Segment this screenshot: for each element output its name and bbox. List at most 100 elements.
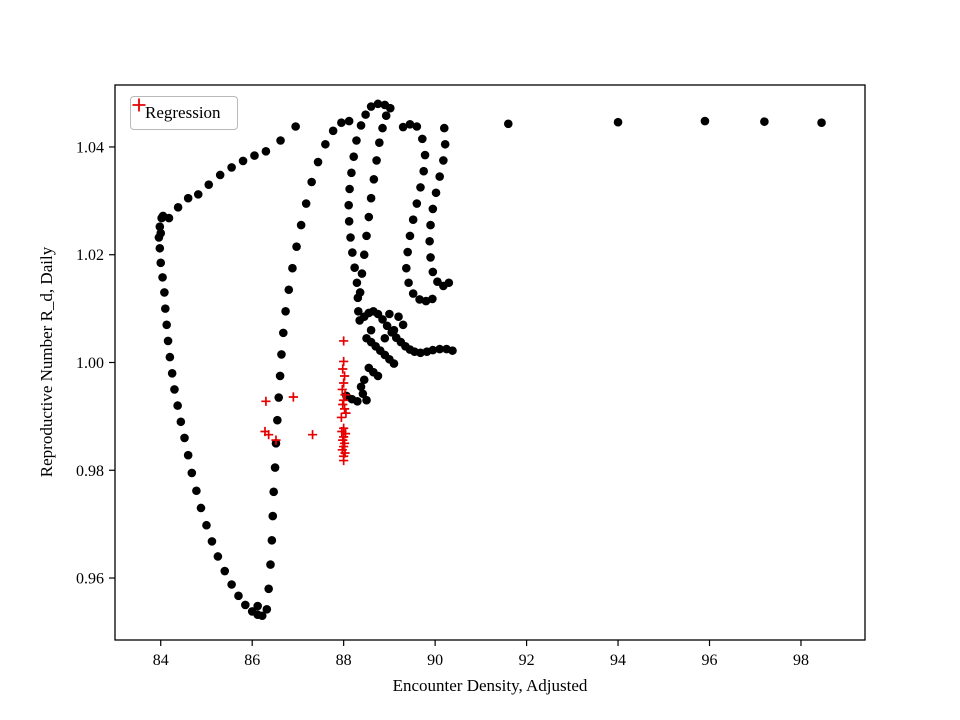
- data-point: [405, 231, 415, 241]
- regression-point: [307, 430, 318, 440]
- y-axis-label: Reproductive Number R_d, Daily: [37, 246, 56, 478]
- data-point: [428, 204, 438, 214]
- data-point: [250, 151, 259, 160]
- data-point: [234, 591, 243, 601]
- data-point: [418, 134, 427, 144]
- data-point: [269, 487, 278, 497]
- data-point: [157, 213, 166, 223]
- data-point: [347, 168, 356, 178]
- data-point: [257, 611, 267, 621]
- data-point: [165, 352, 175, 362]
- data-point: [419, 166, 428, 176]
- data-point: [296, 220, 306, 230]
- data-point: [202, 520, 211, 530]
- data-point: [431, 188, 441, 198]
- legend-label: Regression: [145, 103, 221, 122]
- data-point: [353, 293, 363, 303]
- data-point: [361, 110, 370, 119]
- data-point: [405, 120, 415, 129]
- data-point: [373, 371, 383, 381]
- data-point: [274, 393, 284, 402]
- data-point: [404, 278, 413, 288]
- data-point: [428, 345, 438, 355]
- data-point: [389, 325, 399, 335]
- data-point: [435, 344, 444, 354]
- x-tick-label: 98: [793, 652, 809, 669]
- x-tick-label: 84: [153, 652, 169, 669]
- data-point: [402, 263, 411, 273]
- data-point: [357, 269, 367, 278]
- data-point: [398, 122, 408, 132]
- data-point: [344, 116, 354, 126]
- data-point: [307, 177, 316, 187]
- data-point: [213, 552, 223, 561]
- data-point: [352, 278, 362, 288]
- y-tick-label: 0.96: [76, 571, 104, 588]
- data-point: [241, 600, 250, 610]
- data-point: [358, 389, 368, 399]
- data-point: [170, 385, 179, 394]
- data-point: [313, 157, 323, 167]
- data-point: [373, 99, 383, 109]
- data-point: [440, 139, 450, 149]
- data-point: [276, 136, 285, 145]
- data-point: [362, 395, 371, 405]
- data-point: [273, 415, 282, 425]
- data-point: [389, 359, 399, 368]
- data-point: [352, 136, 361, 145]
- data-point: [291, 122, 300, 131]
- data-point: [356, 382, 366, 392]
- data-point: [378, 315, 387, 324]
- data-point: [355, 316, 364, 325]
- regression-point: [264, 430, 274, 440]
- data-point: [163, 336, 173, 346]
- data-point: [180, 433, 189, 443]
- data-point: [435, 172, 444, 181]
- data-point: [183, 193, 193, 203]
- data-point: [346, 233, 355, 242]
- data-point: [448, 346, 457, 355]
- data-point: [281, 307, 290, 316]
- data-point: [366, 193, 376, 203]
- data-point: [420, 150, 430, 160]
- data-point: [700, 116, 710, 126]
- data-point: [426, 220, 435, 230]
- x-axis-label: Encounter Density, Adjusted: [392, 676, 588, 695]
- data-point: [394, 312, 403, 321]
- data-point: [204, 180, 214, 189]
- y-tick-label: 0.98: [76, 463, 104, 480]
- data-point: [359, 375, 369, 385]
- data-point: [337, 118, 346, 128]
- data-point: [238, 156, 248, 166]
- data-point: [369, 174, 379, 184]
- data-point: [412, 122, 422, 131]
- data-point: [428, 267, 438, 277]
- data-point: [439, 156, 448, 165]
- x-tick-label: 94: [610, 652, 626, 669]
- data-point: [155, 243, 165, 253]
- regression-point: [339, 455, 349, 466]
- data-point: [192, 486, 201, 496]
- y-tick-label: 1.04: [76, 139, 104, 156]
- data-point: [385, 309, 394, 319]
- regression-point: [339, 356, 349, 367]
- data-point: [439, 123, 449, 133]
- data-point: [193, 190, 203, 199]
- data-point: [345, 184, 354, 194]
- data-point: [156, 228, 166, 238]
- regression-point: [339, 336, 349, 346]
- data-point: [176, 417, 186, 427]
- data-point: [408, 215, 418, 225]
- data-point: [503, 119, 513, 129]
- data-point: [350, 263, 359, 272]
- data-point: [301, 199, 311, 208]
- data-point: [173, 203, 183, 212]
- regression-point: [340, 390, 350, 400]
- data-point: [160, 288, 169, 297]
- data-point: [378, 123, 387, 133]
- data-point: [382, 321, 392, 331]
- data-point: [220, 566, 230, 576]
- data-point: [277, 350, 286, 359]
- x-tick-label: 96: [702, 652, 718, 669]
